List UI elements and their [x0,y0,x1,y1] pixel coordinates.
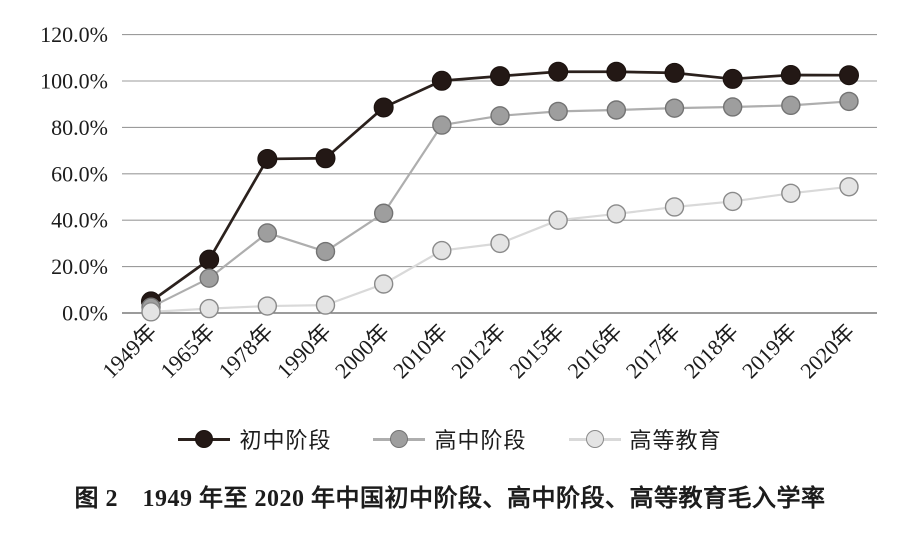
legend-item-junior-secondary: 初中阶段 [178,423,331,455]
data-point [490,106,510,126]
data-point [606,61,627,82]
figure-caption: 图 2 1949 年至 2020 年中国初中阶段、高中阶段、高等教育毛入学率 [74,486,826,512]
legend-label-higher-education: 高等教育 [629,428,722,453]
data-point [373,97,394,118]
legend-item-senior-secondary: 高中阶段 [373,423,526,455]
y-axis-tick-label: 0.0% [62,301,108,326]
data-point [722,191,743,212]
legend-marker-junior-secondary-icon [178,429,231,449]
data-point [315,295,336,315]
chart-legend: 初中阶段 高中阶段 高等教育 [0,424,900,454]
data-point [781,183,801,203]
data-point [199,249,220,270]
data-point [141,302,161,322]
data-point [839,65,859,86]
x-axis-tick-label: 2016年 [563,319,627,383]
data-point [722,68,743,89]
x-axis-tick-label: 1978年 [214,319,278,383]
data-point [722,97,743,117]
data-point [664,197,685,217]
legend-label-senior-secondary: 高中阶段 [434,428,527,453]
y-axis-tick-label: 80.0% [51,115,108,140]
x-axis-tick-label: 2019年 [737,319,801,383]
x-axis-tick-label: 2012年 [446,319,510,383]
legend-marker-senior-secondary-icon [373,429,426,449]
data-point [199,298,219,319]
data-point [548,101,568,122]
x-axis-tick-label: 1949年 [97,319,161,383]
y-axis-tick-label: 100.0% [40,69,108,94]
data-point [257,223,278,243]
legend-marker-higher-education-icon [568,429,621,449]
x-axis-tick-label: 2018年 [679,319,743,383]
data-point [373,203,394,223]
x-axis-tick-label: 1965年 [155,319,219,383]
data-point [548,210,568,230]
legend-label-junior-secondary: 初中阶段 [239,428,332,453]
data-point [781,95,801,116]
data-point [490,66,510,87]
data-point [606,100,627,120]
x-axis-tick-label: 2010年 [388,319,452,383]
data-point [664,62,685,83]
y-axis-tick-label: 40.0% [51,208,108,233]
data-point [431,70,452,91]
data-point [839,177,859,197]
x-axis-tick-label: 1990年 [272,319,336,383]
legend-item-higher-education: 高等教育 [568,423,722,455]
enrollment-line-chart: 0.0% 20.0% 40.0% 60.0% 80.0% 100.0% 120.0% 1949… [40,22,877,383]
data-point [315,148,336,169]
data-point [373,274,394,294]
data-point [839,91,859,112]
series-line-1 [149,100,851,309]
data-point [490,233,510,254]
data-point [257,296,278,316]
data-point [606,204,627,224]
data-point [548,61,569,82]
data-point [199,268,219,288]
y-axis-tick-label: 60.0% [51,161,108,186]
x-axis-tick-label: 2015年 [504,319,568,383]
y-axis-tick-label: 120.0% [40,22,108,47]
x-axis-tick-label: 2017年 [621,319,685,383]
data-point [432,240,452,261]
x-axis-tick-label: 2000年 [330,319,394,383]
y-axis-tick-label: 20.0% [51,254,108,279]
x-axis-tick-label: 2020年 [795,319,859,383]
data-point [780,64,801,85]
data-point [664,98,685,118]
data-point [315,241,336,262]
data-point [257,148,278,169]
data-point [432,115,452,135]
